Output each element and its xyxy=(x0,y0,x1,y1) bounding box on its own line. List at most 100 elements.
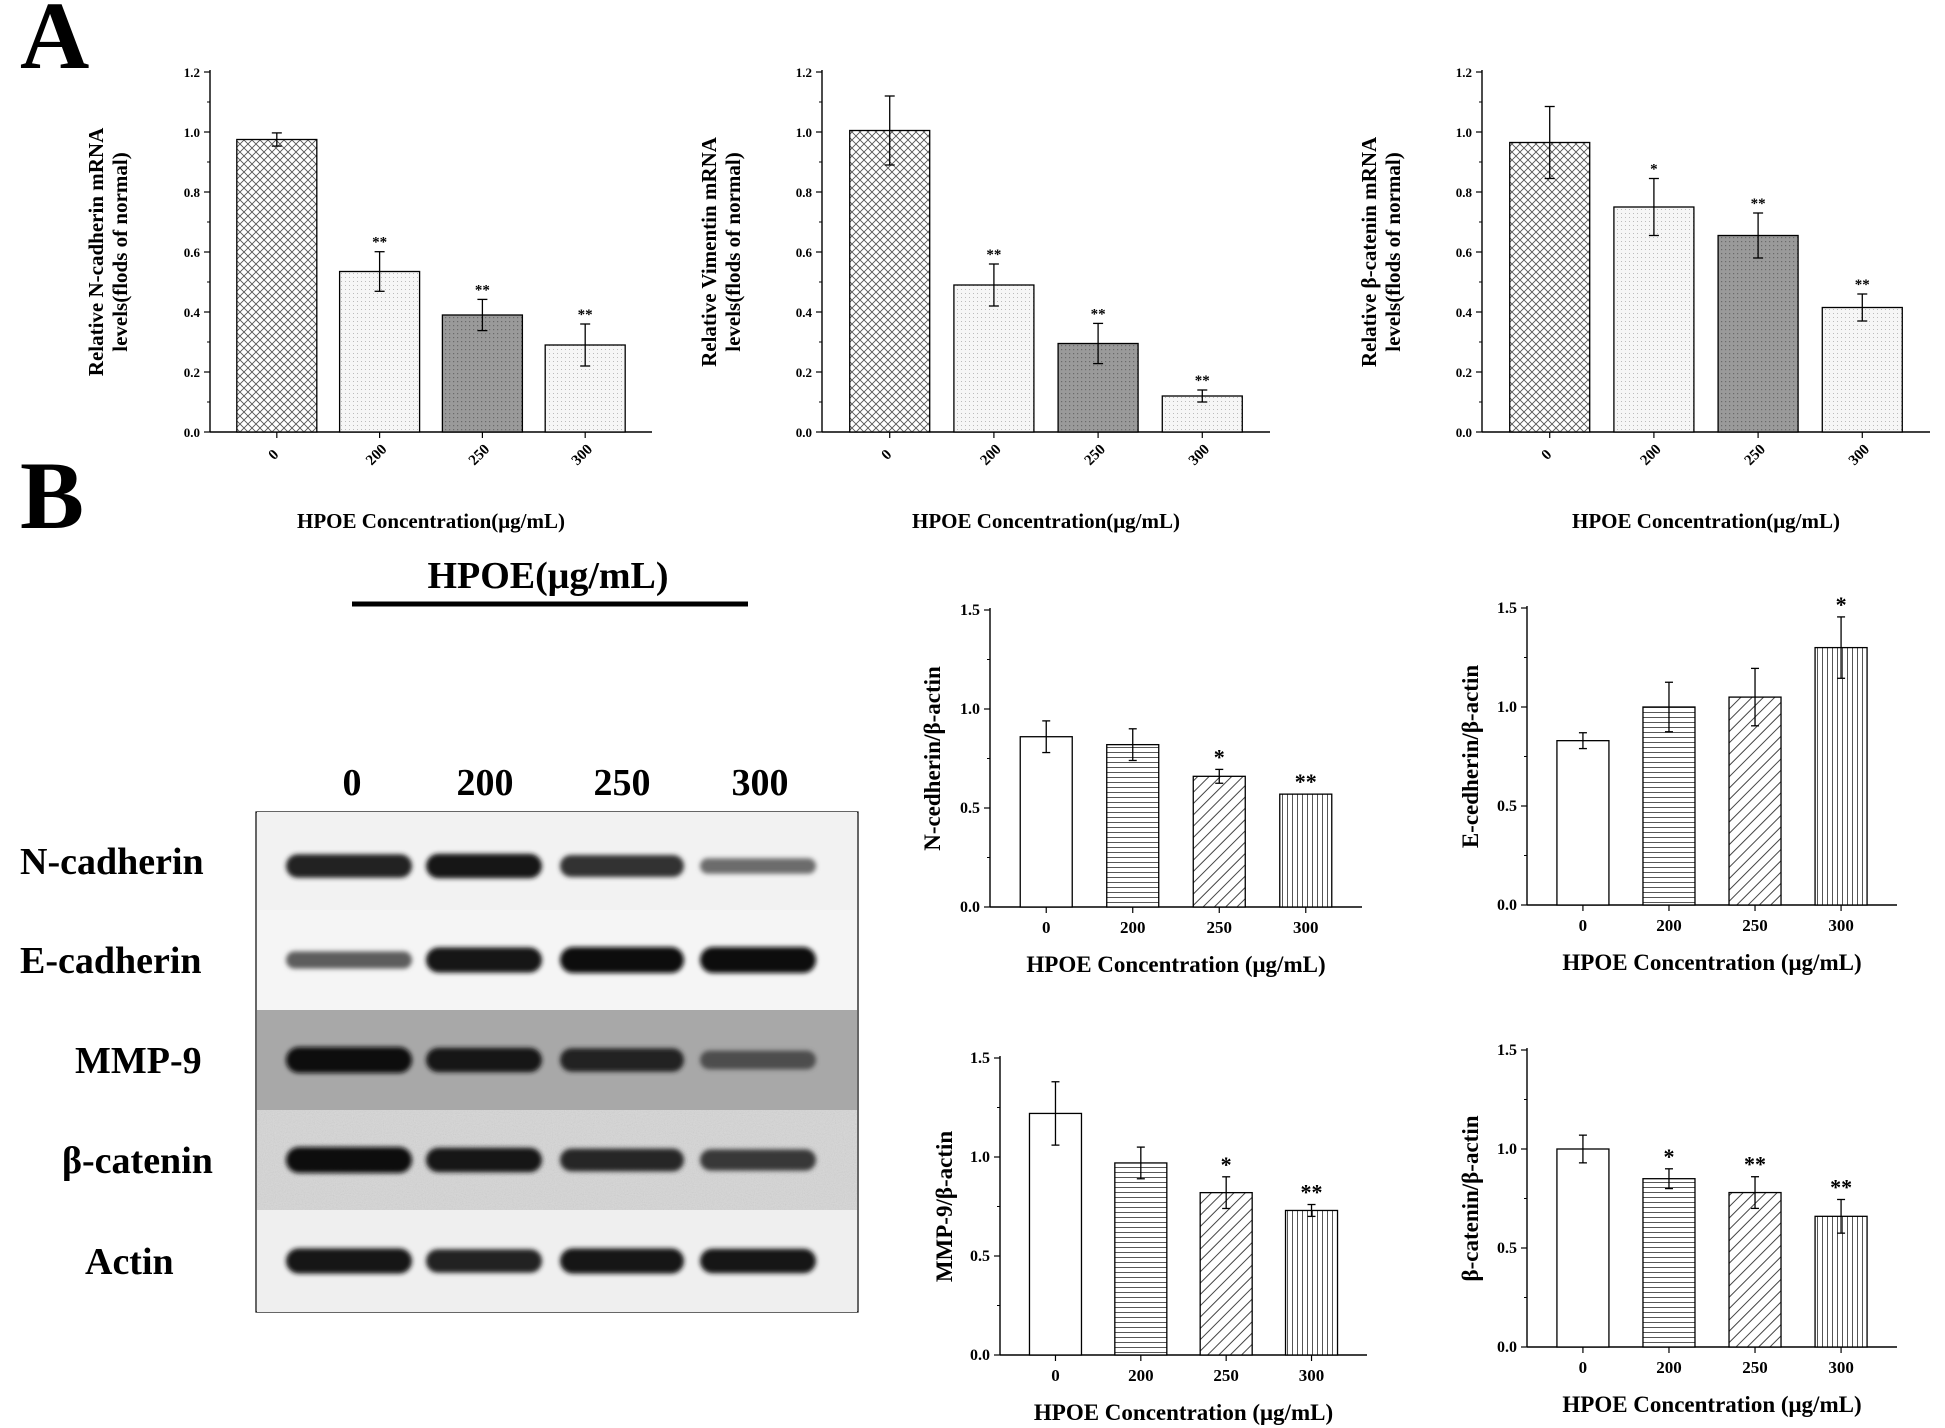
x-tick-label: 200 xyxy=(977,442,1004,469)
y-tick-label: 1.0 xyxy=(960,701,980,718)
y-tick-label: 1.0 xyxy=(796,125,812,140)
chart-4: 0.0 0.5 1.0 1.5 0 200 * 250 ** 300 HPOE Concentrat… xyxy=(920,602,1362,977)
y-tick-label: 1.0 xyxy=(184,125,200,140)
wb-lane-labels: 0 200 250 300 xyxy=(343,762,789,804)
y-tick-label: 1.0 xyxy=(1497,699,1517,716)
bar-250 xyxy=(1192,775,1246,908)
y-axis-label: β-catenin/β-actin xyxy=(1458,1115,1483,1281)
wb-band xyxy=(560,1248,684,1274)
wb-row-label: E-cadherin xyxy=(20,940,202,982)
y-tick-label: 1.2 xyxy=(796,65,812,80)
y-tick-label: 0.5 xyxy=(1497,798,1517,815)
y-tick-label: 0.2 xyxy=(1456,365,1472,380)
chart-5: 0.0 0.5 1.0 1.5 0 200 250 * 300 HPOE Concentratio… xyxy=(1458,592,1897,975)
significance-label: ** xyxy=(1195,373,1210,389)
y-axis-label: Relative β-catenin mRNA xyxy=(1357,136,1381,367)
y-axis-label: Relative N-cadherin mRNA xyxy=(84,127,108,376)
significance-label: ** xyxy=(475,282,490,298)
x-tick-label: 0 xyxy=(1539,447,1556,464)
x-axis-label: HPOE Concentration (μg/mL) xyxy=(1562,950,1861,975)
wb-band xyxy=(560,1148,684,1172)
y-tick-label: 1.5 xyxy=(1497,600,1517,617)
wb-row-label: β-catenin xyxy=(62,1140,213,1182)
bar-200 xyxy=(1114,1162,1168,1356)
wb-band xyxy=(286,854,412,878)
y-tick-label: 1.5 xyxy=(1497,1042,1517,1059)
y-tick-label: 0.2 xyxy=(796,365,812,380)
x-axis-label: HPOE Concentration (μg/mL) xyxy=(1562,1392,1861,1417)
bar-0 xyxy=(1556,740,1610,906)
x-tick-label: 300 xyxy=(1299,1366,1325,1385)
significance-label: * xyxy=(1214,744,1225,769)
wb-band xyxy=(286,951,412,969)
wb-band xyxy=(286,1047,412,1073)
y-axis-label: levels(flods of normal) xyxy=(721,152,745,351)
wb-row: Actin xyxy=(85,1210,857,1312)
y-tick-label: 0.0 xyxy=(1497,1339,1517,1356)
y-tick-label: 1.2 xyxy=(184,65,200,80)
bar-300 xyxy=(1821,306,1903,433)
bar-250 xyxy=(1717,234,1799,433)
x-axis-label: HPOE Concentration(μg/mL) xyxy=(912,509,1180,533)
x-tick-label: 300 xyxy=(569,442,596,469)
x-tick-label: 250 xyxy=(1742,916,1768,935)
charts: 0.00.20.40.60.81.01.20**200**250**300HPO… xyxy=(84,65,1930,1425)
wb-band xyxy=(426,1249,542,1273)
significance-label: * xyxy=(1650,162,1658,178)
significance-label: ** xyxy=(1855,277,1870,293)
wb-lane-label: 200 xyxy=(457,762,514,804)
x-tick-label: 250 xyxy=(1082,442,1109,469)
bar-0 xyxy=(1019,736,1073,908)
wb-band xyxy=(560,1048,684,1072)
western-blot: HPOE(μg/mL) 0 200 250 300 N-cadherin E-cadhe… xyxy=(20,555,859,1313)
bar-300 xyxy=(1284,1209,1339,1356)
y-tick-label: 0.0 xyxy=(960,899,980,916)
bar-0 xyxy=(1028,1112,1083,1356)
y-tick-label: 0.8 xyxy=(796,185,813,200)
y-tick-label: 0.0 xyxy=(1456,425,1472,440)
wb-lane-label: 0 xyxy=(343,762,362,804)
wb-row-label: MMP-9 xyxy=(75,1040,202,1082)
y-tick-label: 0.5 xyxy=(1497,1240,1517,1257)
x-tick-label: 0 xyxy=(1051,1366,1060,1385)
y-tick-label: 1.0 xyxy=(1497,1141,1517,1158)
bar-250 xyxy=(1728,696,1782,906)
bar-200 xyxy=(1613,206,1695,433)
significance-label: ** xyxy=(1751,196,1766,212)
x-tick-label: 200 xyxy=(1120,918,1146,937)
x-tick-label: 300 xyxy=(1846,442,1873,469)
wb-rows: N-cadherin E-cadherin MMP-9 β-catenin Actin xyxy=(20,812,857,1312)
chart-2: 0.0 0.2 0.4 0.6 0.8 1.0 1.2 0 ** 200 ** 250 ** 300 HPO… xyxy=(697,65,1270,533)
y-tick-label: 1.0 xyxy=(970,1149,990,1166)
wb-row-label: Actin xyxy=(85,1241,174,1283)
wb-row-label: N-cadherin xyxy=(20,841,204,883)
y-axis-label: levels(flods of normal) xyxy=(108,152,132,351)
bar-200 xyxy=(953,284,1035,433)
y-tick-label: 1.0 xyxy=(1456,125,1472,140)
wb-row: MMP-9 xyxy=(75,1010,857,1110)
significance-label: ** xyxy=(372,235,387,251)
wb-row: β-catenin xyxy=(62,1110,857,1210)
y-tick-label: 0.2 xyxy=(184,365,200,380)
x-tick-label: 300 xyxy=(1186,442,1213,469)
chart-7: 0.0 0.5 1.0 1.5 0 * 200 ** 250 ** 300 HPOE Concentr… xyxy=(1458,1042,1897,1417)
wb-band xyxy=(286,1248,412,1274)
bar-300 xyxy=(1279,793,1333,908)
y-axis-label: MMP-9/β-actin xyxy=(932,1131,957,1283)
bar-250 xyxy=(1199,1191,1253,1356)
wb-band xyxy=(286,1147,412,1173)
significance-label: ** xyxy=(1301,1180,1323,1205)
bar-200 xyxy=(338,270,421,433)
wb-band xyxy=(560,855,684,877)
x-tick-label: 200 xyxy=(1128,1366,1154,1385)
significance-label: ** xyxy=(1091,306,1106,322)
x-tick-label: 250 xyxy=(1742,442,1769,469)
significance-label: ** xyxy=(1830,1174,1852,1199)
x-tick-label: 300 xyxy=(1293,918,1319,937)
wb-band xyxy=(700,858,816,874)
x-tick-label: 0 xyxy=(266,447,283,464)
significance-label: ** xyxy=(1295,769,1317,794)
x-tick-label: 0 xyxy=(1579,1358,1588,1377)
panel-label-b: B xyxy=(20,442,84,549)
x-tick-label: 250 xyxy=(466,442,493,469)
